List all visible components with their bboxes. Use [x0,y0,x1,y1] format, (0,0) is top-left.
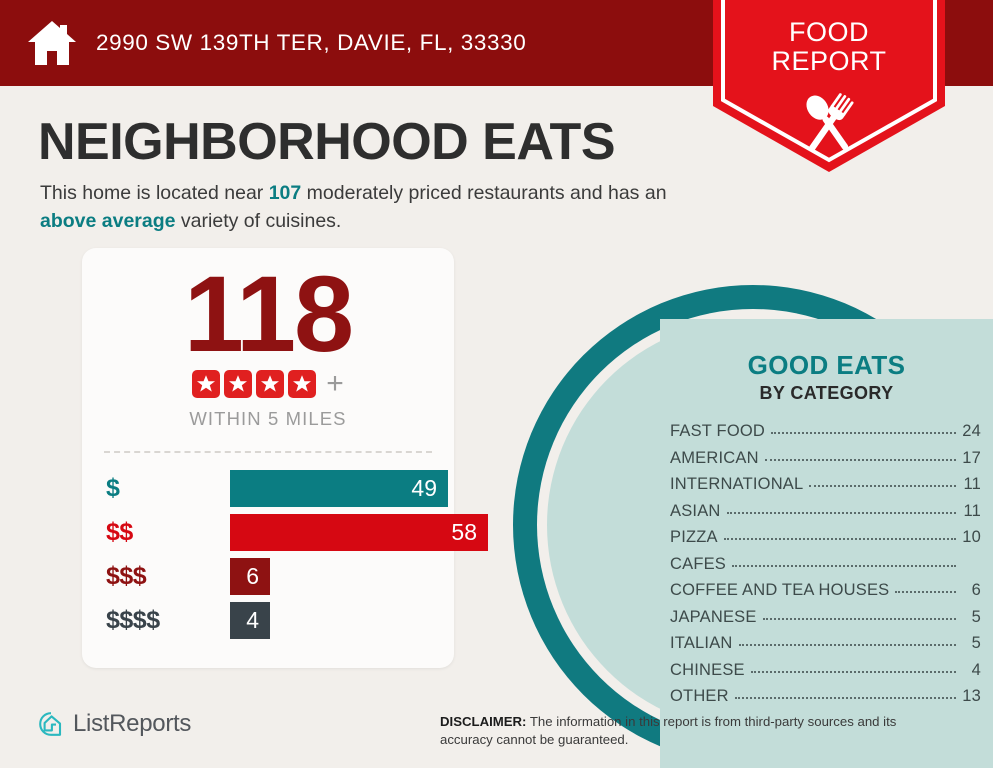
category-leader-dots [895,591,956,593]
category-name: COFFEE AND TEA HOUSES [670,581,890,599]
star-icon [224,370,253,398]
category-leader-dots [764,458,956,461]
star-icon [288,370,317,398]
price-tier-bar-chart: $49 $$ 58 $$$ 6 $$$$ 4 [82,466,488,642]
price-tier-row: $$$ 6 [82,554,454,598]
price-tier-label: $ [106,473,120,502]
category-row: CHINESE 4 [670,661,981,688]
price-tier-label: $$$$ [106,605,160,634]
badge-text: FOOD REPORT [713,17,945,77]
radius-label: WITHIN 5 MILES [189,408,347,429]
category-leader-dots [738,644,956,646]
category-name: ASIAN [670,501,721,520]
category-row: INTERNATIONAL 11 [670,475,981,502]
category-name: ITALIAN [670,634,733,652]
price-tier-value: 6 [246,562,259,589]
price-tier-row: $49 [82,466,454,510]
price-tier-value: 58 [451,518,477,545]
star-icon [256,370,285,398]
category-name: FAST FOOD [670,422,766,440]
category-value: 11 [963,475,981,493]
category-list: FAST FOOD 24 AMERICAN 17 INTERNATIONAL 11 ASIA… [660,422,993,714]
category-row: ITALIAN 5 [670,634,981,661]
category-row: CAFES [670,555,981,582]
category-leader-dots [723,538,956,540]
good-eats-subtitle: BY CATEGORY [759,383,894,403]
category-row: AMERICAN 17 [670,449,981,476]
category-name: PIZZA [670,528,718,546]
price-tier-bar: 49 [230,469,448,507]
home-icon [26,18,78,68]
category-value: 6 [971,581,981,599]
price-tier-value: 49 [411,474,437,501]
good-eats-title: GOOD EATS [747,350,906,380]
category-value: 17 [962,448,981,467]
category-row: OTHER 13 [670,687,981,714]
listreports-wordmark: ListReports [73,710,192,737]
category-row: JAPANESE 5 [670,608,981,635]
category-leader-dots [732,564,956,567]
category-value: 4 [971,660,981,679]
category-row: FAST FOOD 24 [670,422,981,449]
header-content: 2990 SW 139TH TER, DAVIE, FL, 33330 [26,0,526,86]
category-row: PIZZA 10 [670,528,981,555]
subtitle-highlight-count: 107 [268,182,302,204]
category-value: 13 [962,687,981,705]
card-divider [104,451,432,453]
page-title: NEIGHBORHOOD EATS [38,113,616,171]
category-leader-dots [734,697,956,699]
badge-line-1: FOOD [789,17,869,47]
price-tier-value: 4 [246,606,259,633]
price-tier-bar: 4 [230,601,270,639]
category-leader-dots [771,432,956,434]
badge-line-2: REPORT [771,46,887,77]
price-tier-row: $$ 58 [82,510,488,554]
category-name: JAPANESE [670,607,757,626]
category-leader-dots [762,617,956,620]
category-name: INTERNATIONAL [670,475,804,493]
price-tier-label: $$ [106,517,133,546]
disclaimer-text: The information in this report is from t… [440,714,897,747]
category-value: 24 [962,422,981,440]
disclaimer-label: DISCLAIMER: [440,714,527,729]
category-value: 11 [963,501,981,520]
category-value: 5 [971,607,981,626]
disclaimer: DISCLAIMER: The information in this repo… [440,713,952,749]
star-icon [192,370,221,398]
restaurant-count-card: 118 + WITHIN 5 MILES $49 $$ 58 $$$ 6 $$$$ 4 [82,248,488,668]
subtitle-part-1: This home is located near [40,182,269,204]
page-subtitle: This home is located near 107 moderately… [40,180,700,235]
star-rating: + [82,369,454,399]
category-name: AMERICAN [670,448,759,467]
listreports-house-tag-icon [38,711,64,737]
listreports-logo[interactable]: ListReports [38,710,191,738]
category-name: CAFES [670,554,727,573]
category-leader-dots [809,485,956,487]
good-eats-panel: GOOD EATS BY CATEGORY FAST FOOD 24 AMERICA… [660,352,993,752]
category-leader-dots [726,511,956,514]
property-address: 2990 SW 139TH TER, DAVIE, FL, 33330 [96,30,527,55]
category-row: COFFEE AND TEA HOUSES 6 [670,581,981,608]
subtitle-part-2: moderately priced restaurants and has an [301,182,667,204]
price-tier-label: $$$ [106,561,147,590]
restaurant-count: 118 [183,253,354,374]
category-name: OTHER [670,687,729,705]
good-eats-panel-background [660,319,993,768]
category-value: 5 [971,634,981,652]
category-row: ASIAN 11 [670,502,981,529]
category-leader-dots [750,670,956,673]
price-tier-row: $$$$ 4 [82,598,454,642]
plus-sign: + [326,367,344,400]
subtitle-highlight-variety: above average [40,209,176,232]
category-name: CHINESE [670,660,745,679]
food-report-badge: FOOD REPORT [713,0,945,172]
price-tier-bar: 58 [230,513,488,551]
category-value: 10 [962,528,981,546]
subtitle-part-3: variety of cuisines. [175,209,342,232]
price-tier-bar: 6 [230,557,270,595]
